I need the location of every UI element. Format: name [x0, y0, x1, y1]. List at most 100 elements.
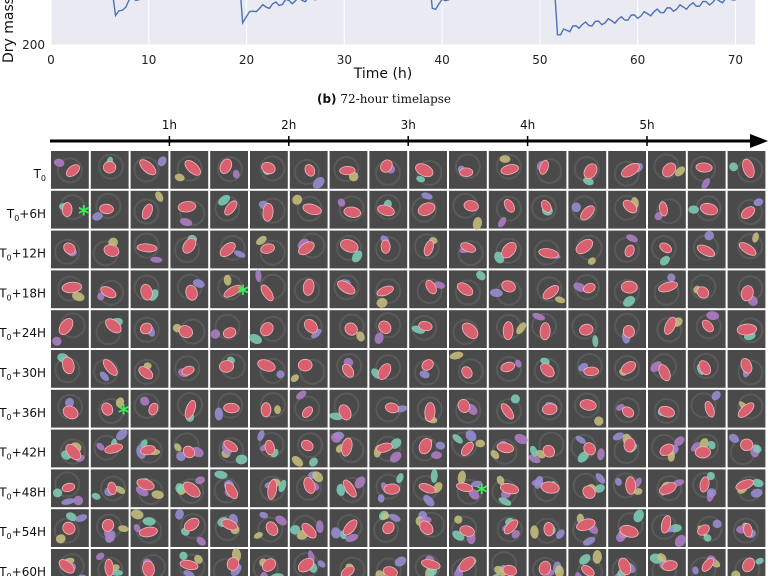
timeline-tick-label: 3h	[401, 118, 416, 132]
timelapse-tile	[210, 151, 248, 189]
tracked-cell	[181, 365, 195, 376]
timelapse-tile	[130, 310, 169, 348]
tracked-cell	[142, 560, 155, 576]
timelapse-tile	[51, 429, 89, 468]
timelapse-tile	[409, 270, 447, 309]
timelapse-tile	[488, 469, 527, 508]
timelapse-tile	[528, 429, 567, 468]
tracked-cell	[620, 361, 637, 375]
tracked-cell	[103, 161, 117, 174]
timelapse-tile	[648, 350, 686, 388]
timelapse-tile	[528, 230, 567, 269]
tracked-cell	[735, 479, 754, 491]
timelapse-tile	[568, 151, 607, 189]
tracked-cell	[660, 515, 672, 534]
arrow-head	[750, 134, 768, 148]
tracked-cell	[378, 320, 392, 334]
timelapse-tile	[488, 429, 528, 468]
timelapse-tile	[648, 429, 686, 468]
tracked-cell	[461, 322, 479, 339]
timelapse-tile	[687, 230, 726, 269]
timelapse-tile	[648, 151, 686, 189]
timelapse-tile	[687, 389, 726, 428]
timeline-arrow: 1h 2h 3h 4h 5h	[50, 118, 768, 148]
timelapse-tile	[608, 429, 646, 468]
tracked-cell	[701, 557, 715, 572]
tracked-cell	[579, 323, 594, 336]
timelapse-tile	[528, 389, 567, 428]
tracked-cell	[543, 522, 555, 537]
tracked-cell	[382, 566, 398, 576]
timelapse-tile	[568, 429, 607, 468]
timelapse-tile	[488, 270, 527, 309]
tracked-cell	[580, 205, 595, 221]
tracked-cell	[61, 482, 76, 493]
tracked-cell	[136, 243, 158, 253]
timelapse-tile	[250, 230, 288, 269]
row-label: T0	[33, 167, 46, 183]
timelapse-tile	[608, 350, 646, 388]
timelapse-tile	[528, 469, 567, 508]
timeline-tick-label: 2h	[281, 118, 296, 132]
tracked-cell	[101, 402, 114, 416]
tracked-cell	[503, 199, 515, 213]
tracked-cell	[418, 438, 433, 455]
tracked-cell	[221, 519, 238, 531]
tracked-cell	[419, 520, 434, 535]
tracked-cell	[101, 519, 115, 532]
caption-label: (b)	[316, 92, 337, 106]
x-tick-label: 50	[532, 53, 547, 67]
tracked-cell	[622, 325, 635, 338]
tracked-cell	[624, 244, 635, 258]
tracked-cell	[261, 161, 276, 175]
tracked-cell	[501, 241, 517, 259]
tracked-cell	[658, 364, 671, 382]
timelapse-tile	[329, 549, 368, 576]
tracked-cell	[382, 521, 395, 535]
tracked-cell	[343, 206, 362, 218]
timelapse-tile	[289, 549, 328, 576]
timelapse-tile	[250, 350, 288, 388]
plot-area	[51, 0, 755, 45]
tracked-cell	[184, 160, 201, 176]
tracked-cell	[542, 285, 560, 300]
tracked-cell	[542, 444, 556, 458]
tracked-cell	[456, 482, 474, 493]
dry-mass-chart: 010203040506070200400Time (h)Dry mass	[1, 0, 755, 82]
timelapse-tile	[90, 151, 129, 189]
tracked-cell	[99, 203, 114, 215]
timelapse-tile	[488, 151, 527, 189]
timelapse-tile	[289, 151, 328, 189]
tracked-cell	[219, 242, 236, 258]
tracked-cell	[659, 242, 673, 254]
timelapse-grid: T0 T0+6H T0+12H T0+18H T0+24H T0+30H T0+36H T0+…	[0, 151, 766, 576]
tracked-cell	[301, 522, 317, 539]
timelapse-tile	[687, 350, 726, 388]
tracked-cell	[339, 166, 356, 176]
timelapse-tile	[369, 190, 408, 229]
tracked-cell	[340, 238, 359, 253]
tracked-cell	[182, 481, 201, 498]
timelapse-tile	[90, 469, 129, 508]
timelapse-tile	[329, 350, 368, 388]
timelapse-tile	[608, 509, 646, 547]
timelapse-tile	[90, 549, 129, 576]
timelapse-tile	[369, 350, 408, 388]
caption-text: 72-hour timelapse	[340, 92, 452, 106]
timelapse-tile	[687, 270, 726, 309]
row-label: T0+6H	[6, 207, 46, 223]
tracked-cell	[423, 239, 434, 257]
timelapse-tile	[289, 230, 328, 269]
tracked-cell	[659, 443, 675, 457]
row-label: T0+24H	[0, 326, 46, 342]
timelapse-tile	[170, 509, 209, 547]
tracked-cell	[300, 439, 314, 452]
timelapse-tile	[687, 151, 726, 189]
timelapse-tile	[250, 509, 288, 547]
tracked-cell	[583, 366, 600, 377]
timelapse-tile	[449, 310, 487, 348]
timelapse-tile	[409, 509, 447, 547]
tracked-cell	[338, 404, 352, 421]
tracked-cell	[697, 524, 710, 536]
timelapse-tile	[648, 270, 686, 309]
